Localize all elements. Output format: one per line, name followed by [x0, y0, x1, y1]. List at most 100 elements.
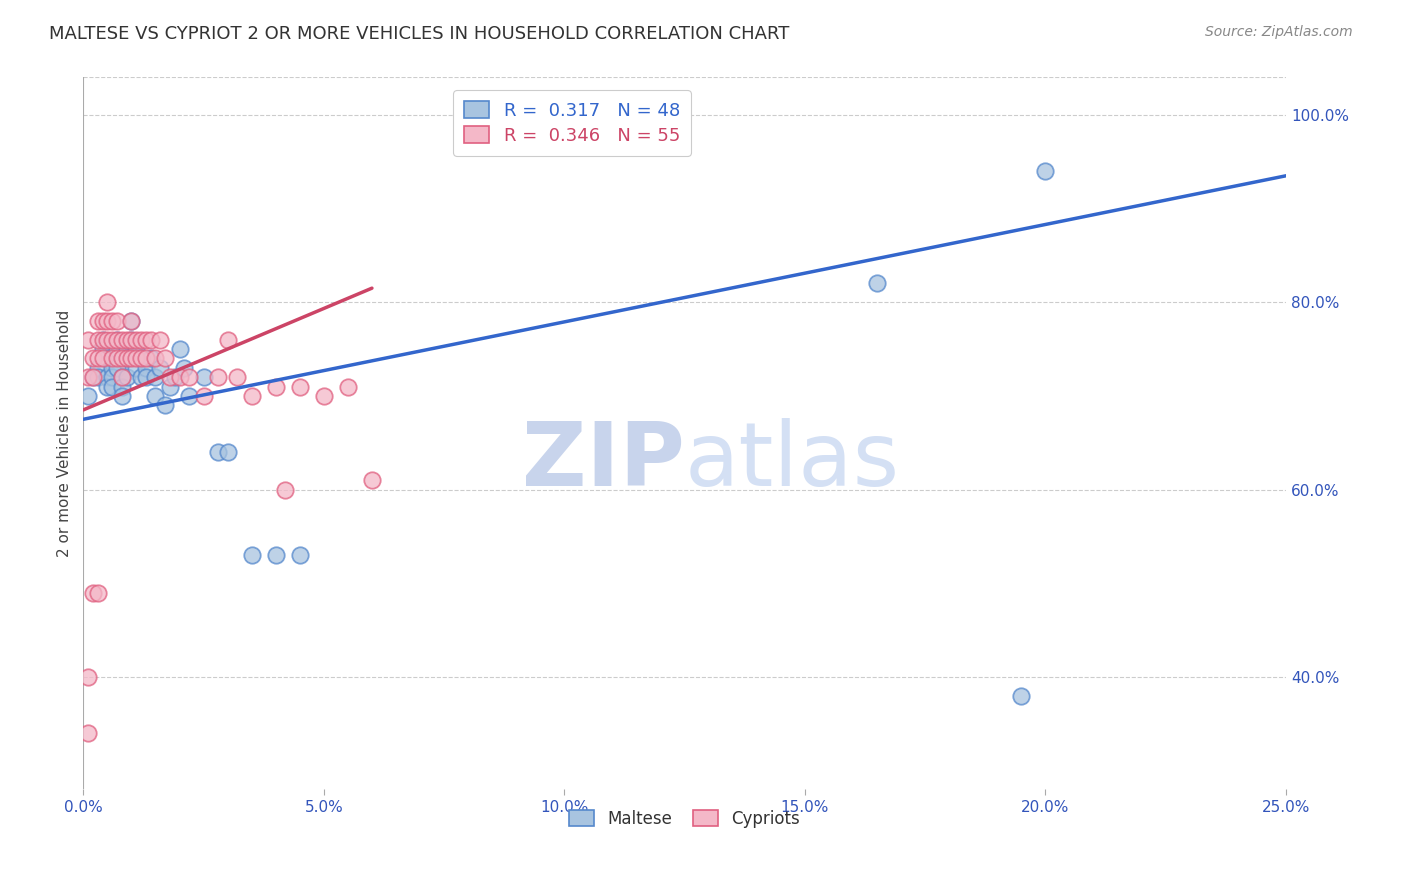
- Point: [87, 333, 110, 347]
- Point: [77, 333, 100, 347]
- Point: [96, 351, 118, 366]
- Point: [274, 483, 297, 497]
- Y-axis label: 2 or more Vehicles in Household: 2 or more Vehicles in Household: [58, 310, 72, 557]
- Point: [91, 314, 114, 328]
- Point: [111, 370, 134, 384]
- Point: [101, 360, 124, 375]
- Point: [135, 351, 157, 366]
- Point: [105, 333, 128, 347]
- Point: [240, 389, 263, 403]
- Point: [125, 360, 148, 375]
- Point: [139, 351, 162, 366]
- Point: [120, 333, 142, 347]
- Point: [125, 351, 148, 366]
- Point: [288, 548, 311, 562]
- Point: [96, 379, 118, 393]
- Point: [125, 333, 148, 347]
- Point: [111, 370, 134, 384]
- Point: [87, 314, 110, 328]
- Point: [87, 585, 110, 599]
- Point: [120, 333, 142, 347]
- Point: [82, 370, 104, 384]
- Point: [312, 389, 335, 403]
- Point: [149, 333, 172, 347]
- Point: [101, 379, 124, 393]
- Point: [288, 379, 311, 393]
- Point: [105, 314, 128, 328]
- Point: [207, 370, 229, 384]
- Point: [129, 333, 152, 347]
- Point: [101, 370, 124, 384]
- Point: [336, 379, 359, 393]
- Point: [1035, 164, 1057, 178]
- Point: [105, 333, 128, 347]
- Point: [135, 333, 157, 347]
- Point: [193, 370, 215, 384]
- Point: [139, 333, 162, 347]
- Point: [149, 360, 172, 375]
- Point: [163, 370, 186, 384]
- Point: [120, 351, 142, 366]
- Point: [101, 314, 124, 328]
- Point: [82, 351, 104, 366]
- Point: [226, 370, 249, 384]
- Point: [91, 351, 114, 366]
- Text: Source: ZipAtlas.com: Source: ZipAtlas.com: [1205, 25, 1353, 39]
- Point: [111, 379, 134, 393]
- Point: [96, 314, 118, 328]
- Point: [77, 670, 100, 684]
- Point: [240, 548, 263, 562]
- Point: [866, 277, 889, 291]
- Point: [111, 333, 134, 347]
- Point: [217, 445, 239, 459]
- Point: [77, 726, 100, 740]
- Point: [87, 370, 110, 384]
- Point: [82, 370, 104, 384]
- Point: [101, 333, 124, 347]
- Point: [105, 342, 128, 356]
- Point: [115, 333, 138, 347]
- Point: [361, 473, 384, 487]
- Point: [217, 333, 239, 347]
- Point: [159, 379, 181, 393]
- Point: [82, 585, 104, 599]
- Point: [111, 351, 134, 366]
- Point: [87, 360, 110, 375]
- Point: [193, 389, 215, 403]
- Point: [135, 360, 157, 375]
- Point: [91, 333, 114, 347]
- Point: [173, 360, 195, 375]
- Point: [105, 360, 128, 375]
- Text: ZIP: ZIP: [522, 418, 685, 505]
- Point: [91, 342, 114, 356]
- Point: [91, 333, 114, 347]
- Point: [264, 548, 287, 562]
- Text: atlas: atlas: [685, 418, 900, 505]
- Point: [129, 351, 152, 366]
- Point: [1010, 689, 1032, 703]
- Point: [115, 351, 138, 366]
- Point: [145, 389, 167, 403]
- Point: [179, 389, 201, 403]
- Point: [101, 351, 124, 366]
- Point: [145, 370, 167, 384]
- Point: [159, 370, 181, 384]
- Point: [169, 370, 191, 384]
- Point: [179, 370, 201, 384]
- Point: [264, 379, 287, 393]
- Point: [135, 370, 157, 384]
- Point: [153, 351, 176, 366]
- Point: [96, 295, 118, 310]
- Text: MALTESE VS CYPRIOT 2 OR MORE VEHICLES IN HOUSEHOLD CORRELATION CHART: MALTESE VS CYPRIOT 2 OR MORE VEHICLES IN…: [49, 25, 790, 43]
- Point: [96, 333, 118, 347]
- Point: [129, 351, 152, 366]
- Point: [129, 370, 152, 384]
- Point: [120, 314, 142, 328]
- Point: [105, 351, 128, 366]
- Legend: Maltese, Cypriots: Maltese, Cypriots: [562, 803, 807, 834]
- Point: [87, 351, 110, 366]
- Point: [115, 342, 138, 356]
- Point: [145, 351, 167, 366]
- Point: [77, 370, 100, 384]
- Point: [169, 342, 191, 356]
